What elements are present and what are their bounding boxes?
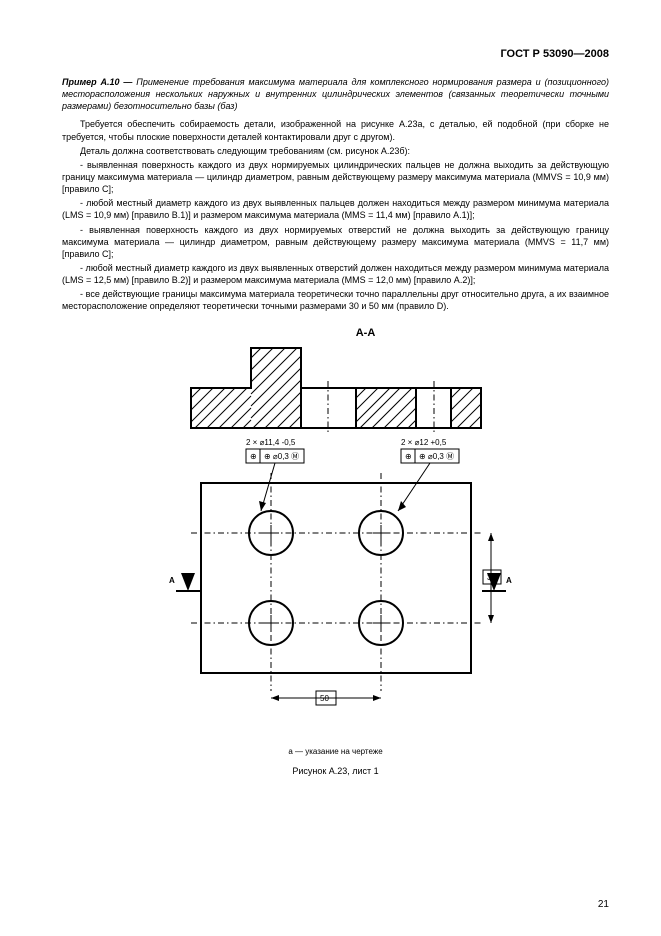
plan-drawing: 2 × ⌀11,4 -0,5 ⊕ ⊕ ⌀0,3 Ⓜ 2 × ⌀12 +0,5 ⊕… xyxy=(151,433,521,743)
example-lead: Пример А.10 — xyxy=(62,77,136,87)
paragraph: - любой местный диаметр каждого из двух … xyxy=(62,262,609,286)
paragraph: - любой местный диаметр каждого из двух … xyxy=(62,197,609,221)
section-arrow-icon xyxy=(181,573,195,591)
dim-vertical: 30 xyxy=(487,573,496,582)
gdtf-symbol: ⊕ xyxy=(250,452,257,461)
example-text: Применение требования максимума материал… xyxy=(62,77,609,111)
section-arrow-label: A xyxy=(506,576,512,585)
example-title: Пример А.10 — Применение требования макс… xyxy=(62,76,609,112)
gdtf-symbol: ⊕ xyxy=(405,452,412,461)
callout-tol-left: ⊕ ⌀0,3 Ⓜ xyxy=(264,452,299,461)
dim-horizontal: 50 xyxy=(320,694,329,703)
paragraph: - выявленная поверхность каждого из двух… xyxy=(62,159,609,195)
page-number: 21 xyxy=(598,899,609,910)
document-code: ГОСТ Р 53090—2008 xyxy=(62,48,609,60)
figure-caption: Рисунок А.23, лист 1 xyxy=(151,766,521,776)
section-arrow-label: A xyxy=(169,576,175,585)
callout-tol-right: ⊕ ⌀0,3 Ⓜ xyxy=(419,452,454,461)
figure: 2 × ⌀11,4 -0,5 ⊕ ⊕ ⌀0,3 Ⓜ 2 × ⌀12 +0,5 ⊕… xyxy=(151,343,521,776)
section-view-label: А-А xyxy=(122,327,609,339)
paragraph: - выявленная поверхность каждого из двух… xyxy=(62,224,609,260)
paragraph: Требуется обеспечить собираемость детали… xyxy=(62,118,609,142)
paragraph: Деталь должна соответствовать следующим … xyxy=(62,145,609,157)
section-drawing xyxy=(151,343,521,433)
callout-text: 2 × ⌀11,4 -0,5 xyxy=(246,438,296,447)
callout-text: 2 × ⌀12 +0,5 xyxy=(401,438,447,447)
paragraph: - все действующие границы максимума мате… xyxy=(62,288,609,312)
page: ГОСТ Р 53090—2008 Пример А.10 — Применен… xyxy=(0,0,661,936)
figure-subnote: а — указание на чертеже xyxy=(151,747,521,756)
